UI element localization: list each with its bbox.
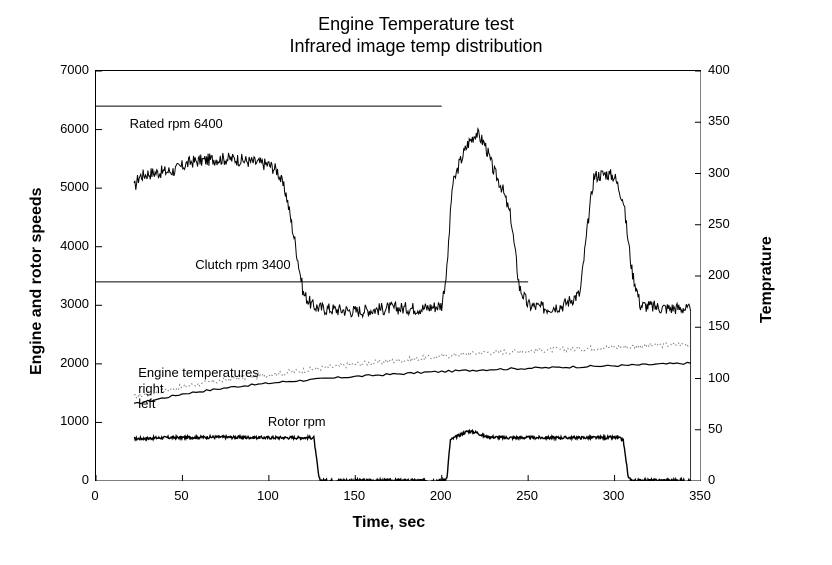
tick-label: 100 [708,370,748,385]
tick-label: 250 [708,216,748,231]
y-axis-right-label: Temprature [758,236,776,323]
tick-label: 200 [708,267,748,282]
tick-label: 150 [339,488,369,503]
chart-annotation: Engine temperatures [138,365,259,380]
tick-label: 6000 [47,121,89,136]
tick-label: 3000 [47,296,89,311]
tick-label: 100 [253,488,283,503]
tick-label: 50 [708,421,748,436]
chart-annotation: Rated rpm 6400 [130,116,223,131]
chart-title-line1: Engine Temperature test [0,14,832,35]
tick-label: 0 [80,488,110,503]
tick-label: 350 [708,113,748,128]
tick-label: 350 [685,488,715,503]
tick-label: 7000 [47,62,89,77]
tick-label: 300 [708,165,748,180]
tick-label: 400 [708,62,748,77]
tick-label: 1000 [47,413,89,428]
chart-annotation: left [138,396,155,411]
chart-annotation: right [138,381,163,396]
tick-label: 300 [599,488,629,503]
x-axis-label: Time, sec [353,514,426,532]
tick-label: 0 [708,472,748,487]
chart-annotation: Rotor rpm [268,414,326,429]
tick-label: 200 [426,488,456,503]
plot-area [95,70,701,481]
tick-label: 50 [166,488,196,503]
tick-label: 2000 [47,355,89,370]
tick-label: 250 [512,488,542,503]
plot-svg [96,71,701,481]
tick-label: 150 [708,318,748,333]
tick-label: 5000 [47,179,89,194]
tick-label: 4000 [47,238,89,253]
chart-annotation: Clutch rpm 3400 [195,257,290,272]
y-axis-left-label: Engine and rotor speeds [28,187,46,375]
chart-title-line2: Infrared image temp distribution [0,36,832,57]
chart-container: Engine Temperature test Infrared image t… [0,0,832,565]
tick-label: 0 [47,472,89,487]
